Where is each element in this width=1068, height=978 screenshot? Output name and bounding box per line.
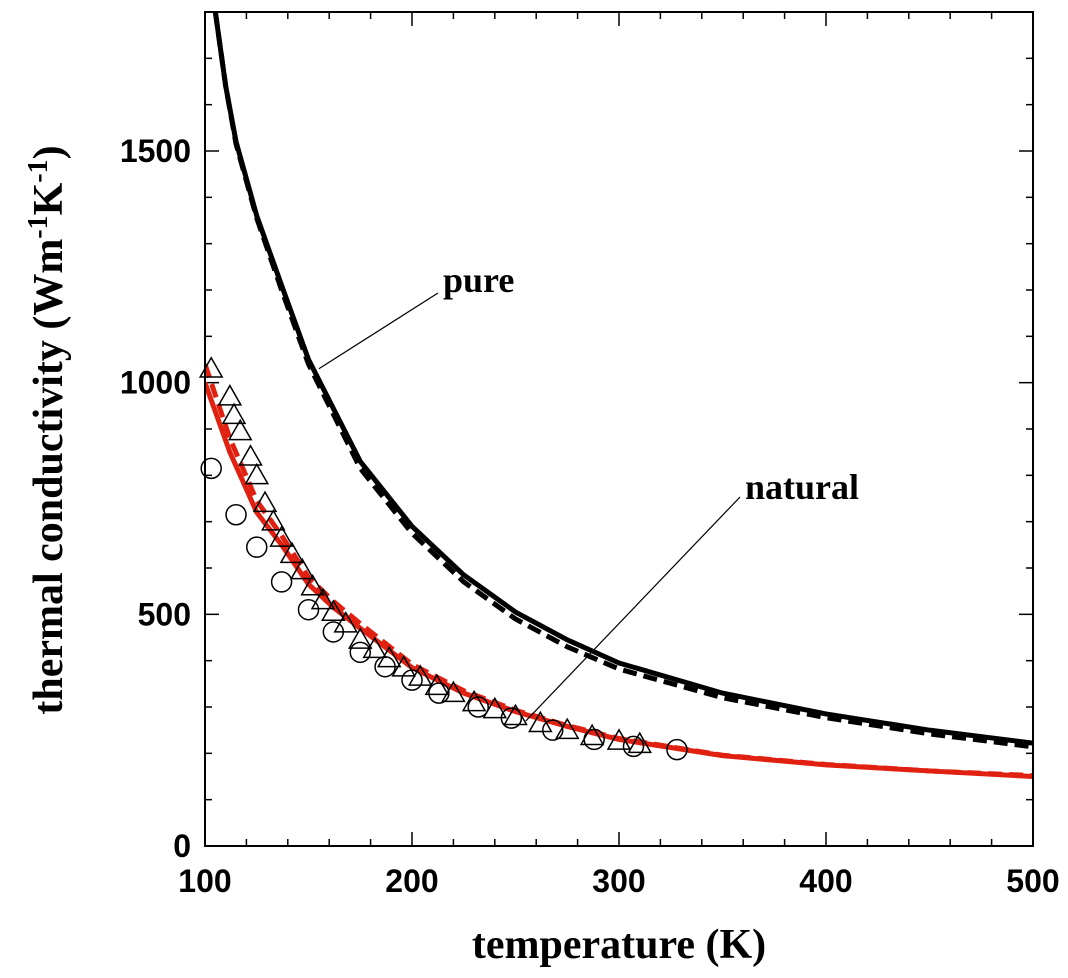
y-axis-title-superscript: -1 [23, 215, 54, 238]
y-tick-label: 500 [138, 596, 191, 632]
series-line-pure-solid [215, 12, 1033, 743]
x-axis-title: temperature (K) [472, 922, 766, 968]
y-axis-title-part: thermal conductivity (Wm [26, 239, 72, 715]
data-point-triangle [223, 404, 245, 423]
y-axis-title-superscript: -1 [23, 159, 54, 182]
data-point-triangle [246, 464, 268, 483]
x-tick-label: 100 [178, 863, 231, 899]
data-point-circle [272, 572, 292, 592]
x-tick-label: 300 [592, 863, 645, 899]
data-point-triangle [200, 358, 222, 377]
x-tick-label: 200 [385, 863, 438, 899]
data-point-triangle [219, 386, 241, 405]
annotation-label-natural: natural [745, 467, 859, 507]
data-point-circle [247, 537, 267, 557]
y-tick-label: 0 [173, 828, 191, 864]
plot-frame [205, 12, 1033, 846]
annotation-label-pure: pure [443, 260, 514, 300]
series-line-natural-dashed [205, 364, 1033, 775]
series-line-pure-dashed [215, 12, 1033, 747]
data-point-circle [226, 505, 246, 525]
axis-ticks [205, 12, 1033, 846]
y-tick-label: 1500 [120, 133, 191, 169]
y-tick-label: 1000 [120, 365, 191, 401]
annotation-leader-pure [319, 293, 438, 369]
y-axis-title: thermal conductivity (Wm-1K-1) [23, 145, 73, 714]
y-axis-title-part: ) [26, 145, 72, 159]
x-tick-label: 400 [799, 863, 852, 899]
data-point-circle [299, 600, 319, 620]
x-tick-label: 500 [1006, 863, 1059, 899]
y-axis-title-part: K [26, 182, 72, 215]
series-line-natural-solid [205, 383, 1033, 777]
data-point-circle [429, 683, 449, 703]
series-layer [205, 12, 1033, 777]
